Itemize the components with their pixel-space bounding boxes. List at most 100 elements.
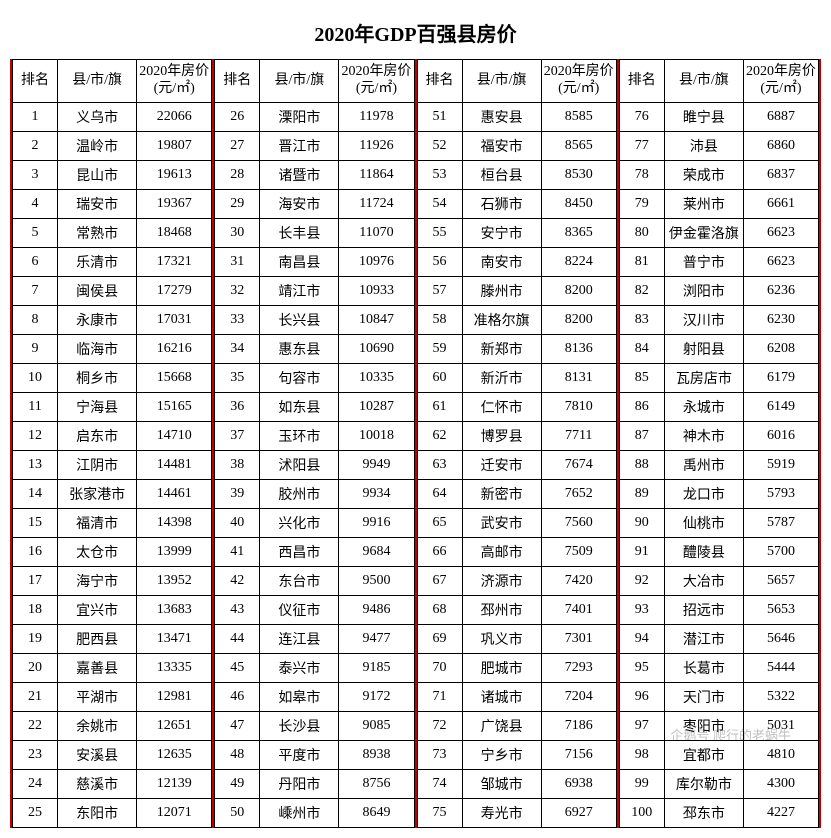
header-rank: 排名 bbox=[13, 60, 58, 103]
cell-name: 长丰县 bbox=[260, 219, 339, 248]
cell-price: 9486 bbox=[339, 596, 414, 625]
column-group-2: 排名县/市/旗2020年房价(元/㎡)26溧阳市1197827晋江市119262… bbox=[214, 59, 416, 828]
table-row: 30长丰县11070 bbox=[215, 219, 414, 248]
table-row: 80伊金霍洛旗6623 bbox=[619, 219, 818, 248]
cell-price: 12651 bbox=[137, 712, 212, 741]
cell-name: 乐清市 bbox=[58, 248, 137, 277]
table-row: 47长沙县9085 bbox=[215, 712, 414, 741]
table-4: 排名县/市/旗2020年房价(元/㎡)76睢宁县688777沛县686078荣成… bbox=[619, 59, 819, 828]
cell-rank: 81 bbox=[619, 248, 664, 277]
cell-rank: 78 bbox=[619, 161, 664, 190]
cell-name: 兴化市 bbox=[260, 509, 339, 538]
cell-price: 8756 bbox=[339, 770, 414, 799]
cell-rank: 97 bbox=[619, 712, 664, 741]
cell-rank: 11 bbox=[13, 393, 58, 422]
cell-rank: 62 bbox=[417, 422, 462, 451]
cell-price: 4227 bbox=[743, 799, 818, 828]
cell-price: 6837 bbox=[743, 161, 818, 190]
cell-rank: 28 bbox=[215, 161, 260, 190]
cell-name: 瑞安市 bbox=[58, 190, 137, 219]
table-row: 25东阳市12071 bbox=[13, 799, 212, 828]
cell-price: 5700 bbox=[743, 538, 818, 567]
cell-name: 库尔勒市 bbox=[664, 770, 743, 799]
cell-name: 江阴市 bbox=[58, 451, 137, 480]
table-1: 排名县/市/旗2020年房价(元/㎡)1义乌市220662温岭市198073昆山… bbox=[12, 59, 212, 828]
cell-rank: 84 bbox=[619, 335, 664, 364]
cell-rank: 43 bbox=[215, 596, 260, 625]
cell-rank: 34 bbox=[215, 335, 260, 364]
table-row: 90仙桃市5787 bbox=[619, 509, 818, 538]
cell-name: 余姚市 bbox=[58, 712, 137, 741]
cell-price: 6016 bbox=[743, 422, 818, 451]
cell-price: 9949 bbox=[339, 451, 414, 480]
table-row: 94潜江市5646 bbox=[619, 625, 818, 654]
cell-name: 泰兴市 bbox=[260, 654, 339, 683]
cell-name: 龙口市 bbox=[664, 480, 743, 509]
cell-name: 普宁市 bbox=[664, 248, 743, 277]
cell-rank: 18 bbox=[13, 596, 58, 625]
cell-price: 13683 bbox=[137, 596, 212, 625]
table-row: 91醴陵县5700 bbox=[619, 538, 818, 567]
cell-rank: 1 bbox=[13, 103, 58, 132]
table-row: 10桐乡市15668 bbox=[13, 364, 212, 393]
cell-rank: 66 bbox=[417, 538, 462, 567]
cell-name: 诸暨市 bbox=[260, 161, 339, 190]
cell-price: 8131 bbox=[541, 364, 616, 393]
cell-name: 沛县 bbox=[664, 132, 743, 161]
cell-price: 10976 bbox=[339, 248, 414, 277]
cell-price: 14481 bbox=[137, 451, 212, 480]
cell-name: 南安市 bbox=[462, 248, 541, 277]
cell-name: 西昌市 bbox=[260, 538, 339, 567]
cell-price: 12981 bbox=[137, 683, 212, 712]
cell-price: 7509 bbox=[541, 538, 616, 567]
table-row: 38沭阳县9949 bbox=[215, 451, 414, 480]
table-row: 40兴化市9916 bbox=[215, 509, 414, 538]
cell-name: 准格尔旗 bbox=[462, 306, 541, 335]
cell-price: 17321 bbox=[137, 248, 212, 277]
cell-price: 9934 bbox=[339, 480, 414, 509]
table-row: 78荣成市6837 bbox=[619, 161, 818, 190]
table-row: 98宜都市4810 bbox=[619, 741, 818, 770]
cell-price: 7420 bbox=[541, 567, 616, 596]
cell-price: 6208 bbox=[743, 335, 818, 364]
table-row: 58准格尔旗8200 bbox=[417, 306, 616, 335]
table-row: 50嵊州市8649 bbox=[215, 799, 414, 828]
table-row: 3昆山市19613 bbox=[13, 161, 212, 190]
table-row: 87神木市6016 bbox=[619, 422, 818, 451]
cell-name: 天门市 bbox=[664, 683, 743, 712]
cell-rank: 87 bbox=[619, 422, 664, 451]
cell-name: 平湖市 bbox=[58, 683, 137, 712]
cell-rank: 85 bbox=[619, 364, 664, 393]
cell-name: 桐乡市 bbox=[58, 364, 137, 393]
cell-name: 永城市 bbox=[664, 393, 743, 422]
table-row: 60新沂市8131 bbox=[417, 364, 616, 393]
cell-price: 7186 bbox=[541, 712, 616, 741]
cell-name: 瓦房店市 bbox=[664, 364, 743, 393]
cell-price: 16216 bbox=[137, 335, 212, 364]
cell-name: 长兴县 bbox=[260, 306, 339, 335]
cell-rank: 19 bbox=[13, 625, 58, 654]
table-row: 8永康市17031 bbox=[13, 306, 212, 335]
cell-price: 7711 bbox=[541, 422, 616, 451]
cell-name: 丹阳市 bbox=[260, 770, 339, 799]
cell-name: 惠安县 bbox=[462, 103, 541, 132]
cell-rank: 52 bbox=[417, 132, 462, 161]
cell-price: 13999 bbox=[137, 538, 212, 567]
cell-rank: 79 bbox=[619, 190, 664, 219]
cell-name: 连江县 bbox=[260, 625, 339, 654]
cell-rank: 9 bbox=[13, 335, 58, 364]
cell-name: 宁乡市 bbox=[462, 741, 541, 770]
cell-name: 桓台县 bbox=[462, 161, 541, 190]
cell-rank: 99 bbox=[619, 770, 664, 799]
cell-rank: 63 bbox=[417, 451, 462, 480]
cell-name: 义乌市 bbox=[58, 103, 137, 132]
header-name: 县/市/旗 bbox=[664, 60, 743, 103]
cell-rank: 26 bbox=[215, 103, 260, 132]
cell-rank: 16 bbox=[13, 538, 58, 567]
table-row: 59新郑市8136 bbox=[417, 335, 616, 364]
table-row: 42东台市9500 bbox=[215, 567, 414, 596]
cell-rank: 59 bbox=[417, 335, 462, 364]
cell-rank: 4 bbox=[13, 190, 58, 219]
cell-name: 溧阳市 bbox=[260, 103, 339, 132]
header-name: 县/市/旗 bbox=[462, 60, 541, 103]
